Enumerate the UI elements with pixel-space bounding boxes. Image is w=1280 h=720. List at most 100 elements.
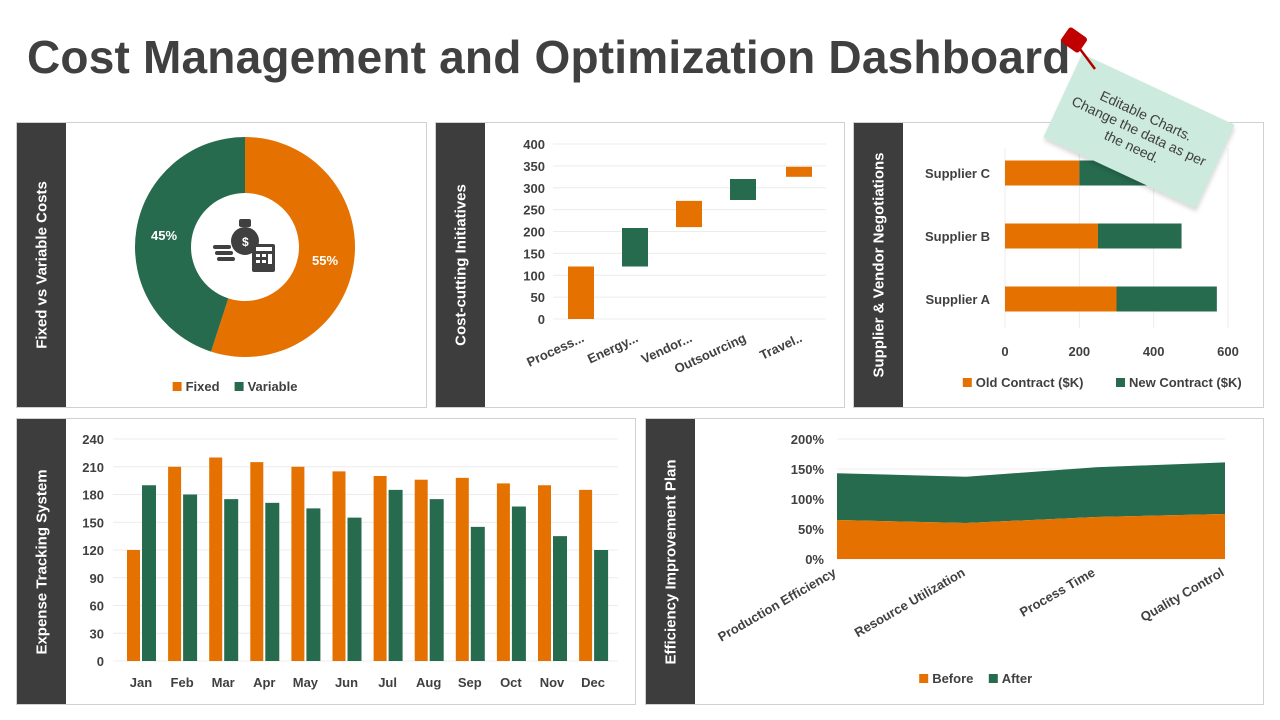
- donut-slice-variable: [135, 137, 245, 352]
- y-tick-label: 0%: [805, 552, 824, 567]
- panel-cost-cutting: Cost-cutting Initiatives 0 50 100 150 200 250…: [435, 122, 845, 408]
- y-tick-label: 0: [97, 654, 104, 669]
- x-tick-label: Dec: [581, 675, 605, 690]
- y-tick-label: 200%: [791, 432, 825, 447]
- y-tick-label: 100%: [791, 492, 825, 507]
- bar-green: [306, 508, 321, 661]
- legend-swatch: [172, 382, 182, 391]
- bar-green: [388, 489, 403, 661]
- bar-green: [183, 494, 198, 661]
- panel-side-label: Cost-cutting Initiatives: [436, 123, 485, 407]
- y-tick-label: 150: [82, 515, 104, 530]
- bar-green: [224, 499, 239, 661]
- x-tick-label: Apr: [253, 675, 275, 690]
- bar-orange: [579, 489, 593, 661]
- efficiency-area-chart: 0% 50% 100% 150% 200% Production Efficiency Re…: [715, 432, 1226, 686]
- bar-orange: [332, 471, 346, 661]
- legend-swatch: [234, 382, 244, 391]
- supplier-bar-chart: 0 200 400 600 Supplier A Supplier B Supplier C…: [925, 148, 1242, 390]
- area-before: [837, 514, 1225, 559]
- bar-orange: [496, 483, 510, 661]
- x-tick-label: Sep: [458, 675, 482, 690]
- x-tick-label: Oct: [500, 675, 522, 690]
- y-tick-label: 150: [523, 246, 545, 261]
- x-tick-label: Travel..: [757, 330, 804, 363]
- legend-swatch: [919, 674, 929, 683]
- y-tick-label: 0: [538, 312, 545, 327]
- legend-swatch: [962, 378, 972, 387]
- bar-old-contract: [1005, 286, 1117, 312]
- svg-text:$: $: [242, 235, 249, 249]
- donut-slice-fixed: [211, 137, 356, 357]
- panel-side-label: Fixed vs Variable Costs: [17, 123, 66, 407]
- bar-green: [470, 526, 485, 661]
- y-tick-label: 50: [531, 290, 545, 305]
- panel-title: Fixed vs Variable Costs: [33, 181, 50, 349]
- area-after: [837, 462, 1225, 523]
- bar-green: [142, 485, 156, 661]
- x-tick-label: Energy...: [585, 330, 640, 366]
- x-tick-label: Production Efficiency: [715, 564, 839, 644]
- bar-orange: [168, 466, 182, 661]
- y-tick-label: 200: [523, 225, 545, 240]
- bar-orange: [291, 466, 305, 661]
- y-tick-label: 300: [523, 181, 545, 196]
- panel-side-label: Efficiency Improvement Plan: [646, 419, 695, 704]
- waterfall-bar: [568, 266, 594, 319]
- data-label: 55%: [312, 253, 338, 268]
- bar-orange: [414, 479, 428, 661]
- bar-orange: [250, 462, 264, 661]
- y-tick-label: 30: [90, 626, 104, 641]
- panel-title: Expense Tracking System: [33, 468, 50, 655]
- x-tick-label: 600: [1217, 344, 1239, 359]
- donut-chart: 55% 45% $ Fixed Variable: [135, 137, 356, 394]
- y-tick-label: 250: [523, 203, 545, 218]
- category-label: Supplier B: [925, 229, 990, 244]
- waterfall-bar: [730, 179, 756, 200]
- expense-bar-chart: 0 30 60 90 120 150 180 210 240 Jan Feb Mar Apr May Jun…: [82, 432, 618, 690]
- bar-green: [511, 506, 526, 661]
- panel-title: Efficiency Improvement Plan: [662, 458, 679, 665]
- x-tick-label: 0: [1001, 344, 1008, 359]
- x-tick-label: 400: [1143, 344, 1165, 359]
- bar-orange: [373, 476, 387, 661]
- bar-new-contract: [1116, 286, 1217, 312]
- y-tick-label: 50%: [798, 522, 824, 537]
- y-tick-label: 100: [523, 268, 545, 283]
- category-label: Supplier C: [925, 166, 991, 181]
- panel-efficiency: Efficiency Improvement Plan 0% 50% 100% 150…: [645, 418, 1264, 705]
- panel-side-label: Expense Tracking System: [17, 419, 66, 704]
- legend-label: New Contract ($K): [1129, 375, 1242, 390]
- x-tick-label: Process...: [524, 330, 586, 370]
- waterfall-chart: 0 50 100 150 200 250 300 350 400 Process...Energy…: [523, 137, 826, 376]
- data-label: 45%: [151, 228, 177, 243]
- legend-swatch: [1116, 378, 1125, 387]
- bar-orange: [455, 477, 469, 661]
- legend-swatch: [988, 674, 998, 683]
- bar-green: [553, 536, 567, 661]
- y-tick-label: 150%: [791, 462, 825, 477]
- panel-expense: Expense Tracking System 0 30 60 90 120 150 180…: [16, 418, 636, 705]
- x-tick-label: Nov: [540, 675, 565, 690]
- panel-fixed-variable: Fixed vs Variable Costs 55% 45% $ Fixed Vari…: [16, 122, 427, 408]
- bar-old-contract: [1005, 223, 1098, 249]
- x-tick-label: Mar: [212, 675, 235, 690]
- y-tick-label: 90: [90, 571, 104, 586]
- legend-label: Variable: [248, 379, 298, 394]
- page-title: Cost Management and Optimization Dashboa…: [27, 31, 1071, 83]
- x-tick-label: Jan: [130, 675, 152, 690]
- money-bag-calculator-icon: $: [213, 219, 275, 272]
- bar-green: [265, 502, 280, 661]
- waterfall-bar: [786, 166, 812, 177]
- category-label: Supplier A: [925, 292, 990, 307]
- bar-old-contract: [1005, 160, 1080, 186]
- y-tick-label: 240: [82, 432, 104, 447]
- x-tick-label: Jun: [335, 675, 358, 690]
- legend-label: Old Contract ($K): [976, 375, 1084, 390]
- x-tick-label: May: [293, 675, 319, 690]
- bar-new-contract: [1097, 223, 1182, 249]
- legend-label: Before: [932, 671, 973, 686]
- y-tick-label: 350: [523, 159, 545, 174]
- panel-side-label: Supplier & Vendor Negotiations: [854, 123, 903, 407]
- y-tick-label: 210: [82, 460, 104, 475]
